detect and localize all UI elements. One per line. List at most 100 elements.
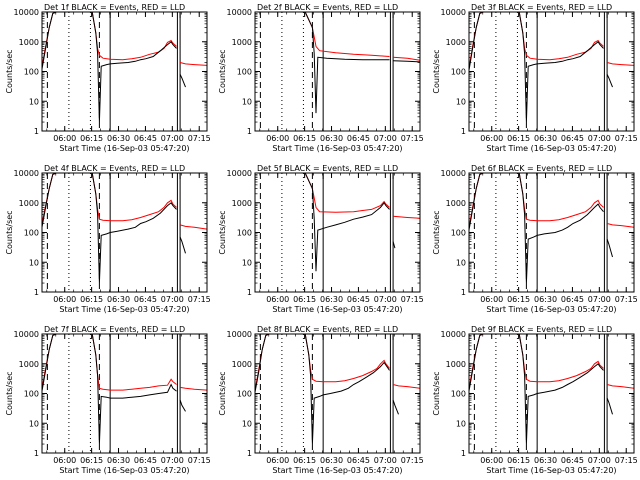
x-tick-label: 06:00 xyxy=(266,295,289,304)
plot-frame xyxy=(41,172,208,293)
segment-bracket xyxy=(179,172,186,179)
series-line-lld-seg1 xyxy=(42,12,177,67)
panel-8: Det 8f BLACK = Events, RED = LLD Counts/s… xyxy=(218,325,424,475)
panel-title: Det 7f BLACK = Events, RED = LLD xyxy=(44,325,185,334)
y-tick-label: 10 xyxy=(456,97,466,106)
x-tick-label: 06:45 xyxy=(134,134,157,143)
panel-6: Det 6f BLACK = Events, RED = LLD Counts/s… xyxy=(432,164,638,314)
x-axis-label: Start Time (16-Sep-03 05:47:20) xyxy=(272,305,402,314)
x-axis-label: Start Time (16-Sep-03 05:47:20) xyxy=(59,466,189,475)
x-tick-label: 06:30 xyxy=(320,295,343,304)
x-tick-label: 06:45 xyxy=(347,134,370,143)
x-tick-label: 06:45 xyxy=(347,295,370,304)
series-line-lld-seg1 xyxy=(255,334,390,391)
segment-bracket xyxy=(536,172,543,179)
series-line-events-seg1 xyxy=(255,12,390,114)
x-tick-label: 07:00 xyxy=(374,295,397,304)
y-tick-label: 100 xyxy=(237,229,252,238)
y-tick-label: 10000 xyxy=(227,8,252,17)
y-axis-label: Counts/sec xyxy=(432,210,441,254)
x-tick-label: 07:00 xyxy=(161,456,184,465)
y-tick-label: 10 xyxy=(29,97,39,106)
x-tick-label: 07:00 xyxy=(374,456,397,465)
x-tick-label: 07:00 xyxy=(588,295,611,304)
series-line-lld-seg1 xyxy=(42,334,177,391)
series-line-lld-seg1 xyxy=(255,173,390,213)
x-tick-label: 06:45 xyxy=(347,456,370,465)
x-tick-label: 07:15 xyxy=(401,456,424,465)
y-tick-label: 1000 xyxy=(446,360,466,369)
segment-bracket xyxy=(392,11,399,18)
x-tick-label: 07:00 xyxy=(161,295,184,304)
x-tick-label: 06:45 xyxy=(134,456,157,465)
panel-title: Det 8f BLACK = Events, RED = LLD xyxy=(257,325,398,334)
series-line-lld-seg2 xyxy=(392,384,420,389)
x-axis-label: Start Time (16-Sep-03 05:47:20) xyxy=(272,144,402,153)
panel-title: Det 3f BLACK = Events, RED = LLD xyxy=(471,3,612,12)
y-tick-label: 100 xyxy=(451,229,466,238)
plot-frame xyxy=(468,333,635,454)
panel-3: Det 3f BLACK = Events, RED = LLD Counts/s… xyxy=(432,3,638,153)
segment-bracket xyxy=(322,11,329,18)
series-line-events-seg1 xyxy=(469,173,604,284)
segment-bracket xyxy=(536,333,543,340)
x-axis-label: Start Time (16-Sep-03 05:47:20) xyxy=(59,305,189,314)
plot-frame xyxy=(41,333,208,454)
y-tick-label: 100 xyxy=(237,390,252,399)
series-line-events-seg2 xyxy=(606,74,613,88)
x-tick-label: 06:00 xyxy=(53,456,76,465)
x-tick-label: 06:00 xyxy=(480,295,503,304)
panel-2: Det 2f BLACK = Events, RED = LLD Counts/s… xyxy=(218,3,424,153)
y-tick-label: 1 xyxy=(461,288,466,297)
series-line-lld-seg2 xyxy=(606,384,634,389)
panel-title: Det 1f BLACK = Events, RED = LLD xyxy=(44,3,185,12)
panel-7: Det 7f BLACK = Events, RED = LLD Counts/s… xyxy=(5,325,211,475)
series-line-events-seg1 xyxy=(42,173,177,284)
x-axis-label: Start Time (16-Sep-03 05:47:20) xyxy=(486,305,616,314)
y-axis-label: Counts/sec xyxy=(5,210,14,254)
y-tick-label: 10 xyxy=(242,97,252,106)
panel-title: Det 6f BLACK = Events, RED = LLD xyxy=(471,164,612,173)
y-tick-label: 10000 xyxy=(441,8,466,17)
x-tick-label: 06:45 xyxy=(561,456,584,465)
x-tick-label: 06:15 xyxy=(507,295,530,304)
y-tick-label: 10000 xyxy=(227,169,252,178)
segment-bracket xyxy=(179,333,186,340)
x-tick-label: 07:15 xyxy=(188,134,211,143)
plot-frame xyxy=(254,333,421,454)
panel-title: Det 5f BLACK = Events, RED = LLD xyxy=(257,164,398,173)
x-tick-label: 06:15 xyxy=(80,456,103,465)
segment-bracket xyxy=(536,11,543,18)
segment-bracket xyxy=(179,11,186,18)
x-tick-label: 06:00 xyxy=(480,456,503,465)
y-tick-label: 1 xyxy=(461,127,466,136)
x-tick-label: 06:15 xyxy=(507,456,530,465)
x-tick-label: 07:00 xyxy=(588,456,611,465)
y-axis-label: Counts/sec xyxy=(432,371,441,415)
plot-frame xyxy=(254,11,421,132)
segment-bracket xyxy=(322,333,329,340)
series-line-events-seg2 xyxy=(392,241,396,249)
x-tick-label: 07:00 xyxy=(161,134,184,143)
y-tick-label: 10000 xyxy=(441,330,466,339)
segment-bracket xyxy=(322,172,329,179)
series-line-lld-seg1 xyxy=(469,12,604,69)
y-tick-label: 10 xyxy=(456,419,466,428)
series-line-events-seg2 xyxy=(606,238,613,258)
y-axis-label: Counts/sec xyxy=(218,210,227,254)
series-line-lld-seg2 xyxy=(393,56,420,61)
series-line-lld-seg1 xyxy=(255,12,390,57)
series-line-lld-seg1 xyxy=(469,334,604,389)
series-line-lld-seg1 xyxy=(469,173,604,228)
y-tick-label: 1 xyxy=(34,449,39,458)
segment-bracket xyxy=(606,11,613,18)
y-tick-label: 100 xyxy=(451,390,466,399)
x-tick-label: 07:00 xyxy=(588,134,611,143)
y-tick-label: 100 xyxy=(24,229,39,238)
x-tick-label: 07:15 xyxy=(615,295,638,304)
series-line-events-seg1 xyxy=(42,12,177,123)
y-tick-label: 10 xyxy=(29,258,39,267)
x-tick-label: 06:30 xyxy=(107,134,130,143)
series-line-lld-seg2 xyxy=(179,224,207,230)
series-line-events-seg2 xyxy=(179,74,186,88)
